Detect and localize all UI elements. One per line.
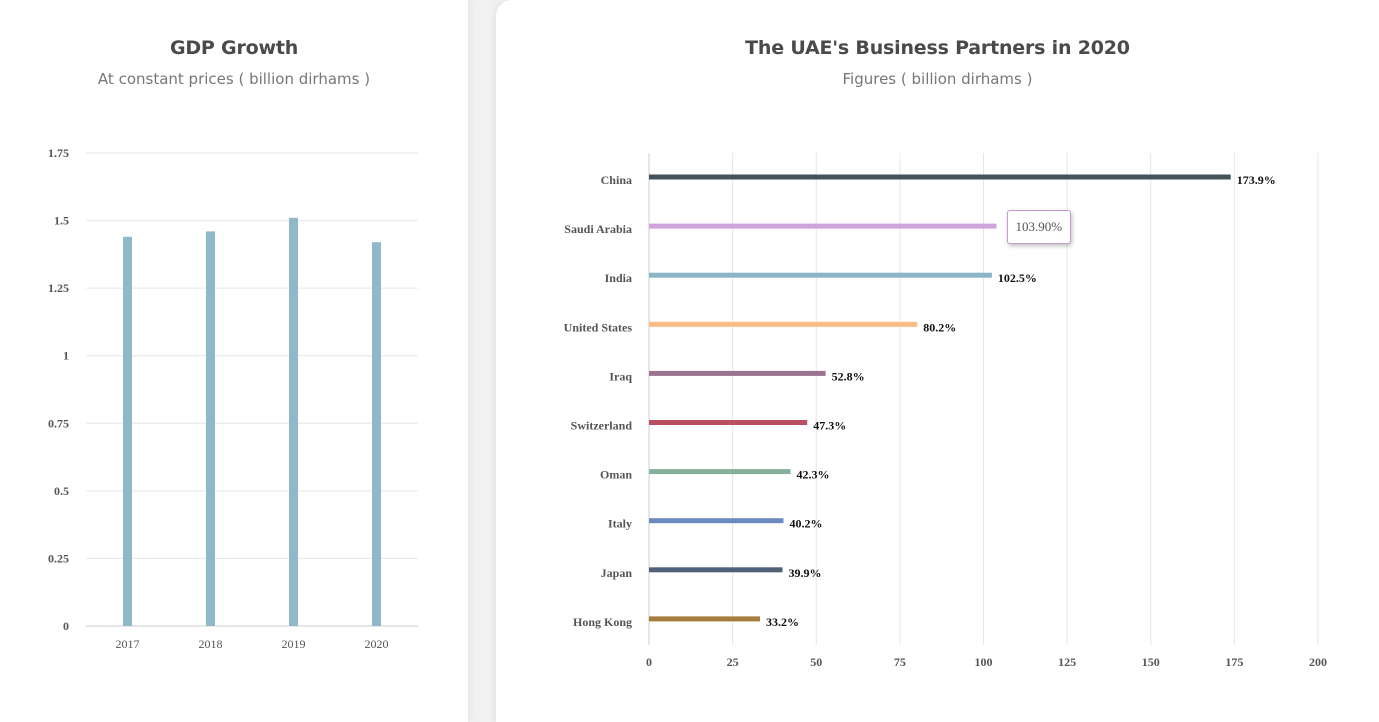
partner-bar [649,616,761,622]
data-label: 39.9% [788,566,821,580]
y-category-label: Japan [601,566,633,580]
data-label: 173.9% [1237,173,1276,187]
y-tick-label: 1 [63,349,69,363]
gdp-chart-subtitle: At constant prices ( billion dirhams ) [97,70,371,88]
x-tick-label: 75 [894,655,906,669]
partner-bar [649,567,783,573]
y-tick-label: 0.25 [48,551,69,565]
chart-tooltip: 103.90% [1006,210,1072,245]
y-category-label: China [601,173,632,187]
x-tick-label: 175 [1225,655,1243,669]
gdp-bar [123,236,132,626]
y-tick-label: 0.75 [48,416,69,430]
data-label: 47.3% [813,419,846,433]
y-category-label: United States [564,320,633,334]
gdp-bar [372,242,381,627]
y-category-label: Iraq [609,369,632,383]
partners-bar-chart: 0 25 50 75 100 125 150 175 200 China 173.9% Saudi A… [564,153,1327,669]
partners-chart-subtitle: Figures ( billion dirhams ) [842,70,1033,88]
partner-bar [649,223,997,229]
x-tick-label: 2020 [365,637,389,651]
x-tick-label: 0 [646,655,652,669]
partner-bar [649,321,918,327]
data-label: 42.3% [796,468,829,482]
partner-bar [649,469,791,475]
y-tick-label: 0 [63,619,69,633]
y-category-label: Saudi Arabia [564,222,632,236]
x-tick-label: 200 [1309,655,1327,669]
partner-bar [649,420,808,425]
gdp-bar-chart: 0 0.25 0.5 0.75 1 1.25 1.5 1.75 2017 2018 2019 2020 [48,146,418,651]
data-label: 33.2% [766,615,799,629]
gdp-bar [289,217,298,626]
partner-bar [649,370,826,376]
x-tick-label: 2019 [282,637,306,651]
data-label: 102.5% [998,271,1037,285]
x-tick-label: 2018 [199,637,223,651]
y-tick-label: 0.5 [54,484,69,498]
gdp-chart-title: GDP Growth [169,37,299,59]
partner-bar [649,518,784,524]
y-category-label: Switzerland [571,419,633,433]
partner-bar [649,174,1231,180]
business-partners-card: The UAE's Business Partners in 2020 Figu… [496,0,1379,722]
y-category-label: Hong Kong [573,615,632,629]
x-tick-label: 50 [810,655,822,669]
y-tick-label: 1.75 [48,146,69,160]
y-tick-label: 1.5 [54,214,69,228]
gdp-bar [206,231,215,626]
x-tick-label: 150 [1142,655,1160,669]
partners-chart-title: The UAE's Business Partners in 2020 [745,37,1130,59]
y-category-label: Italy [608,517,632,531]
x-tick-label: 100 [975,655,993,669]
x-tick-label: 25 [727,655,739,669]
data-label: 80.2% [923,320,956,334]
x-tick-label: 125 [1058,655,1076,669]
partner-bar [649,272,992,278]
gdp-growth-card: GDP Growth At constant prices ( billion … [0,0,468,722]
y-category-label: Oman [600,468,632,482]
data-label: 40.2% [789,517,822,531]
y-category-label: India [605,271,632,285]
y-tick-label: 1.25 [48,281,69,295]
x-tick-label: 2017 [116,637,140,651]
data-label: 52.8% [832,369,865,383]
